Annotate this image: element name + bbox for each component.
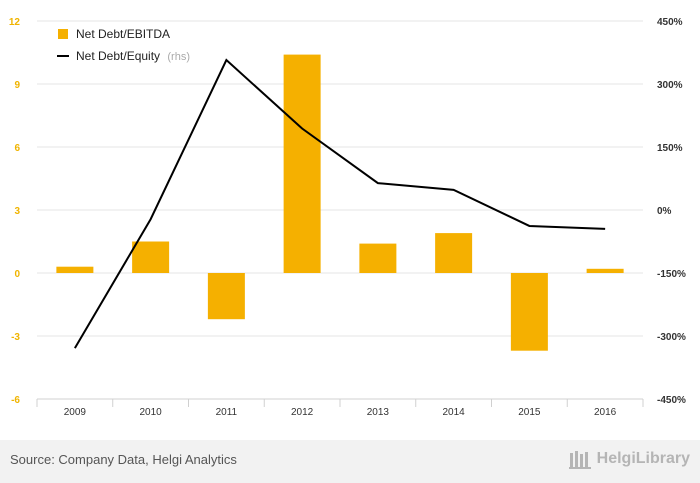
right-tick-label: 150%: [657, 143, 683, 154]
brand-logo: HelgiLibrary: [568, 449, 690, 469]
bar-2012: [283, 54, 321, 273]
source-note: Source: Company Data, Helgi Analytics: [10, 452, 237, 467]
right-tick-label: -150%: [657, 269, 686, 280]
gridlines: [37, 20, 643, 400]
legend: Net Debt/EBITDA Net Debt/Equity (rhs): [57, 27, 190, 63]
bar-2011: [207, 273, 245, 320]
legend-swatch-net-debt-ebitda: [58, 29, 68, 39]
x-axis: 2009 2010 2011 2012 2013 2014 2015 2016: [36, 398, 644, 418]
bar-series: [56, 54, 624, 351]
x-tick-label: 2013: [367, 407, 390, 418]
library-icon: [568, 451, 591, 469]
left-tick-label: 9: [14, 80, 20, 91]
footer: Source: Company Data, Helgi Analytics He…: [0, 440, 700, 483]
x-tick-label: 2010: [140, 407, 163, 418]
left-tick-label: 3: [14, 206, 20, 217]
bar-2014: [435, 233, 473, 273]
left-tick-label: 0: [14, 269, 20, 280]
legend-label-net-debt-ebitda: Net Debt/EBITDA: [76, 27, 170, 41]
bar-2010: [132, 241, 170, 273]
x-tick-label: 2009: [64, 407, 87, 418]
bar-2013: [359, 243, 397, 273]
x-tick-label: 2015: [518, 407, 541, 418]
line-net-debt-equity: [74, 58, 606, 349]
x-tick-label: 2012: [291, 407, 314, 418]
bar-2016: [586, 268, 624, 273]
left-tick-label: -6: [11, 395, 20, 406]
right-tick-label: -450%: [657, 395, 686, 406]
left-tick-label: 6: [14, 143, 20, 154]
bar-2015: [510, 273, 548, 351]
right-tick-label: 300%: [657, 80, 683, 91]
x-tick-label: 2011: [216, 407, 238, 418]
left-tick-label: 12: [9, 17, 21, 28]
x-tick-label: 2016: [594, 407, 617, 418]
legend-label-net-debt-equity: Net Debt/Equity (rhs): [76, 49, 190, 63]
bar-2009: [56, 266, 94, 273]
right-tick-label: -300%: [657, 332, 686, 343]
right-tick-label: 0%: [657, 206, 672, 217]
x-tick-label: 2014: [443, 407, 466, 418]
left-tick-label: -3: [11, 332, 20, 343]
line-series: [74, 58, 606, 349]
left-y-axis: 12 9 6 3 0 -3 -6: [9, 17, 21, 406]
chart: 2009 2010 2011 2012 2013 2014 2015 2016 12 9 6 3 0 -…: [9, 17, 686, 418]
right-y-axis: 450% 300% 150% 0% -150% -300% -450%: [657, 17, 686, 406]
brand-name: HelgiLibrary: [596, 450, 690, 467]
right-tick-label: 450%: [657, 17, 683, 28]
